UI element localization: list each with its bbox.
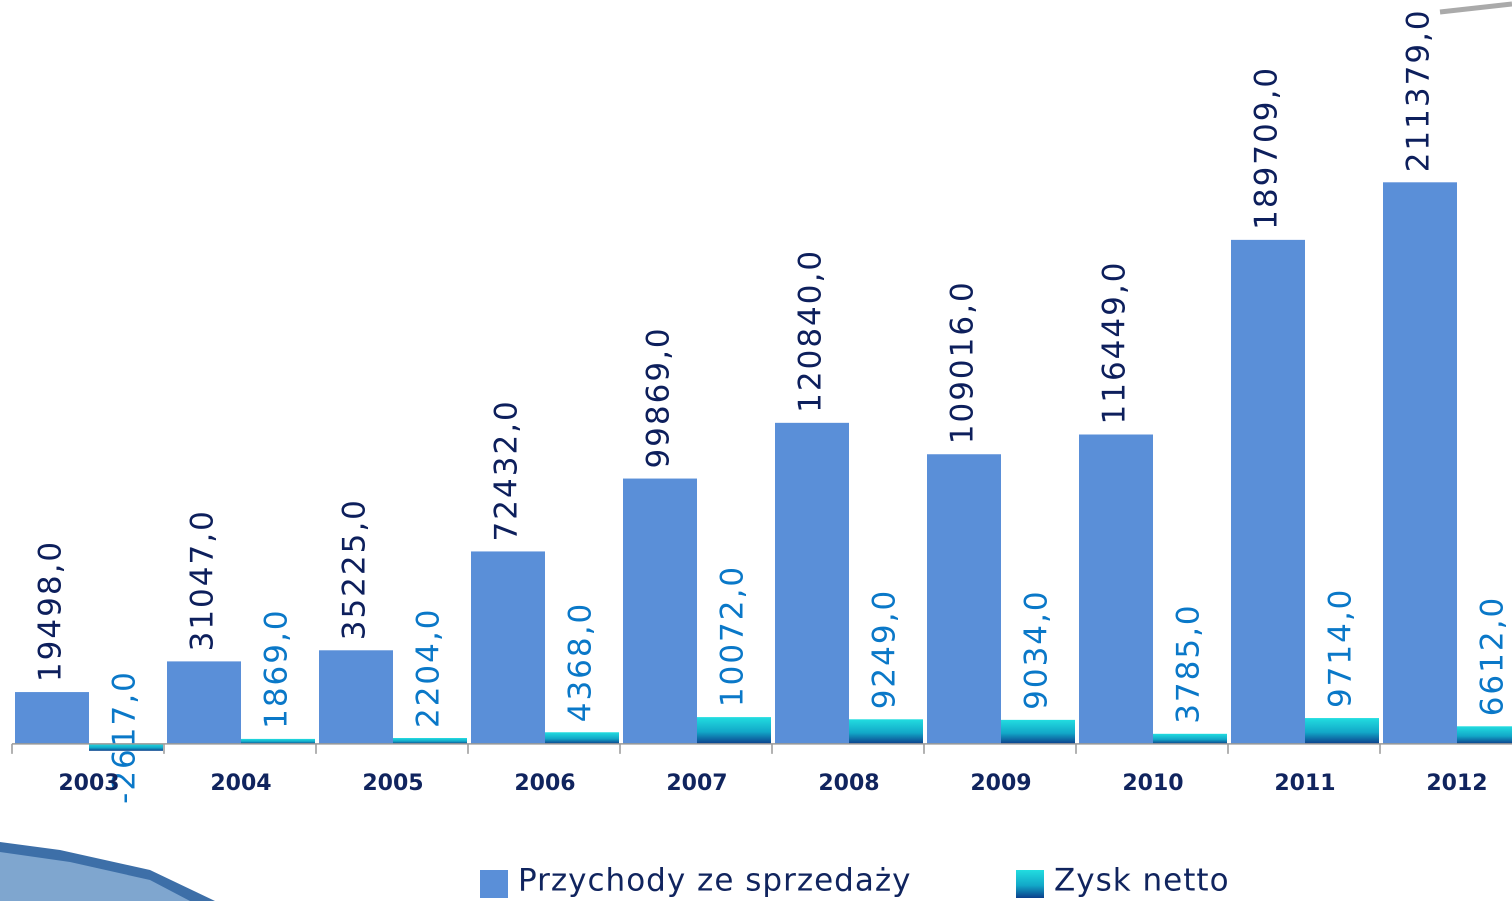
- data-label: 6612,0: [1475, 596, 1511, 716]
- data-label: 2204,0: [411, 608, 447, 728]
- bar: [1079, 434, 1153, 744]
- bar: [1305, 718, 1379, 744]
- data-label: 72432,0: [489, 399, 525, 541]
- bar: [15, 692, 89, 744]
- data-label: 99869,0: [641, 326, 677, 468]
- data-label: 3785,0: [1171, 603, 1207, 723]
- x-tick-label: 2009: [970, 771, 1031, 796]
- bar: [697, 717, 771, 744]
- data-label: 10072,0: [715, 565, 751, 707]
- x-tick-label: 2004: [210, 771, 271, 796]
- bar: [623, 478, 697, 744]
- data-label: 35225,0: [337, 498, 373, 640]
- x-tick-label: 2005: [362, 771, 423, 796]
- x-tick-label: 2010: [1122, 771, 1183, 796]
- data-label: 9249,0: [867, 589, 903, 709]
- bar: [393, 738, 467, 744]
- bar: [775, 422, 849, 744]
- data-label: 120840,0: [793, 249, 829, 413]
- x-tick-label: 2008: [818, 771, 879, 796]
- bar: [1383, 182, 1457, 744]
- legend-swatch: [480, 870, 508, 898]
- x-tick-label: 2003: [58, 771, 119, 796]
- bar: [927, 454, 1001, 744]
- data-label: 1869,0: [259, 608, 295, 728]
- bar: [471, 551, 545, 744]
- data-label: 116449,0: [1097, 261, 1133, 425]
- data-label: 31047,0: [185, 509, 221, 651]
- bar: [545, 732, 619, 744]
- bar: [1153, 733, 1227, 744]
- x-tick-label: 2012: [1426, 771, 1487, 796]
- legend-label: Zysk netto: [1054, 863, 1230, 899]
- legend-swatch: [1016, 870, 1044, 898]
- bar: [1231, 239, 1305, 744]
- data-label: 211379,0: [1401, 8, 1437, 172]
- data-label: 19498,0: [33, 540, 69, 682]
- x-tick-label: 2011: [1274, 771, 1335, 796]
- x-tick-label: 2007: [666, 771, 727, 796]
- data-label: -2617,0: [107, 670, 143, 804]
- decoration: [0, 852, 190, 901]
- bar: [167, 661, 241, 744]
- legend-label: Przychody ze sprzedaży: [518, 863, 911, 899]
- data-label: 9714,0: [1323, 588, 1359, 708]
- data-label: 189709,0: [1249, 66, 1285, 230]
- bar: [319, 650, 393, 744]
- data-label: 109016,0: [945, 280, 981, 444]
- bar: [849, 719, 923, 744]
- decoration: [1439, 1, 1512, 15]
- data-label: 4368,0: [563, 602, 599, 722]
- bar: [1457, 726, 1512, 744]
- bar: [89, 743, 163, 751]
- bar: [1001, 719, 1075, 744]
- x-tick-label: 2006: [514, 771, 575, 796]
- data-label: 9034,0: [1019, 589, 1055, 709]
- bar: [241, 738, 315, 744]
